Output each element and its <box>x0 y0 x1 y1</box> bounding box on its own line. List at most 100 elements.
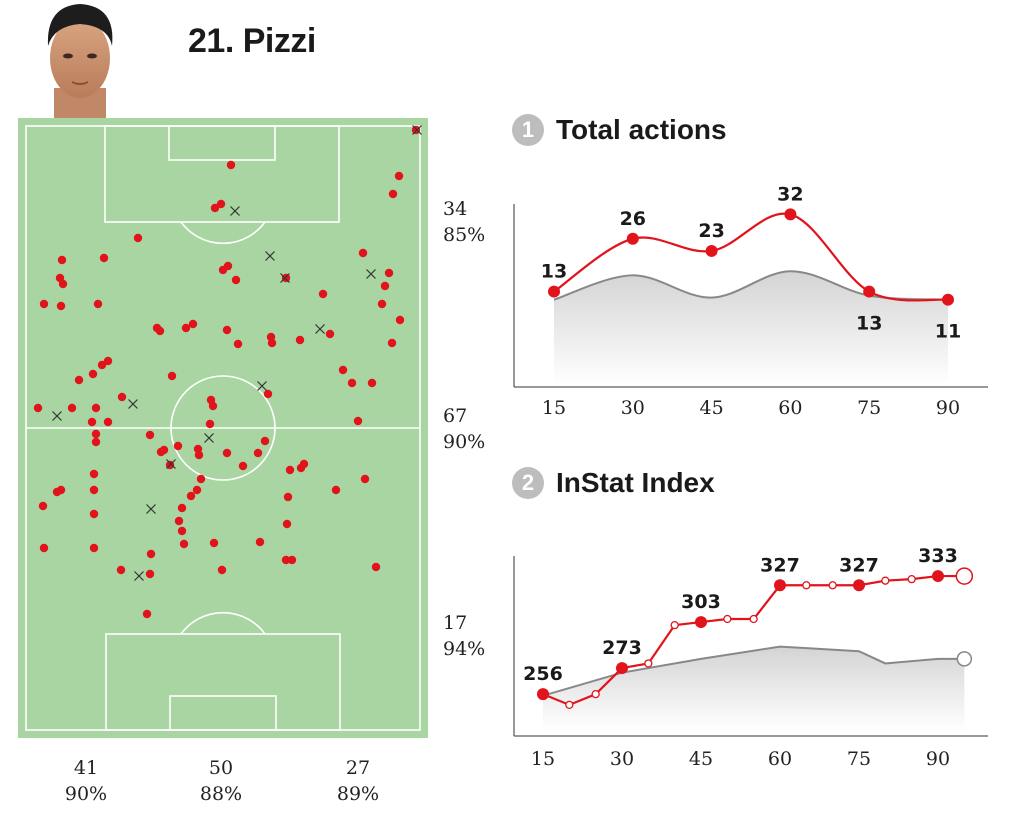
player-minor-point <box>565 700 574 710</box>
failed-action-mark <box>52 411 62 421</box>
zone-count: 67 <box>443 405 468 427</box>
zone-pct: 85% <box>443 224 486 246</box>
success-action-dot <box>156 447 166 457</box>
top-goal-box <box>168 125 276 161</box>
player-point <box>942 293 954 306</box>
x-tick-label: 75 <box>857 397 881 419</box>
data-label: 13 <box>856 313 882 335</box>
failed-actions <box>52 125 422 581</box>
player-point <box>863 285 876 298</box>
average-end-point <box>956 651 973 667</box>
success-action-dot <box>177 503 187 513</box>
success-action-dot <box>99 253 109 263</box>
success-action-dot <box>177 526 187 536</box>
success-action-dot <box>295 335 305 345</box>
success-action-dot <box>394 171 404 181</box>
player-minor-point <box>670 620 679 630</box>
player-point <box>616 662 628 675</box>
success-action-dot <box>233 339 243 349</box>
player-minor-point <box>591 689 600 699</box>
total-actions-chart: 13 26 23 32 13 11 15 30 45 60 75 90 <box>500 160 1000 425</box>
success-action-dot <box>283 492 293 502</box>
success-action-dot <box>353 416 363 426</box>
success-action-dot <box>192 485 202 495</box>
success-action-dot <box>238 461 248 471</box>
success-action-dot <box>296 463 306 473</box>
player-point <box>774 579 786 592</box>
data-label: 11 <box>935 321 961 343</box>
success-action-dot <box>216 199 226 209</box>
data-label: 32 <box>777 183 803 205</box>
success-action-dot <box>384 268 394 278</box>
data-label: 273 <box>602 637 642 659</box>
success-action-dot <box>67 403 77 413</box>
player-point <box>626 232 639 245</box>
zone-stat-top: 34 85% <box>443 196 485 248</box>
success-action-dot <box>347 378 357 388</box>
center-circle <box>170 375 276 481</box>
failed-action-mark <box>265 251 275 261</box>
x-tick-label: 15 <box>542 397 566 419</box>
failed-action-mark <box>412 125 422 135</box>
success-action-dot <box>179 539 189 549</box>
x-tick-label: 45 <box>700 397 724 419</box>
failed-action-mark <box>366 269 376 279</box>
success-action-dot <box>39 299 49 309</box>
zone-count: 34 <box>443 198 468 220</box>
player-point <box>705 244 718 257</box>
failed-action-mark <box>128 399 138 409</box>
success-action-dot <box>371 562 381 572</box>
success-action-dot <box>116 565 126 575</box>
lane-pct: 88% <box>199 783 243 805</box>
player-minor-point <box>802 581 811 590</box>
success-action-dot <box>56 301 66 311</box>
section-instat-index: 2 InStat Index <box>512 467 715 499</box>
zone-stat-middle: 67 90% <box>443 403 485 455</box>
instat-index-chart: 256 273 303 327 327 333 15 30 45 60 75 90 <box>500 530 1000 795</box>
success-action-dot <box>210 203 220 213</box>
success-action-dot <box>194 450 204 460</box>
x-tick-label: 75 <box>847 748 871 770</box>
data-label: 23 <box>698 220 724 242</box>
bottom-penalty-arc <box>180 611 266 635</box>
success-action-dot <box>117 392 127 402</box>
success-action-dot <box>318 289 328 299</box>
success-action-dot <box>367 378 377 388</box>
success-action-dot <box>222 448 232 458</box>
success-action-dot <box>255 537 265 547</box>
player-name: 21. Pizzi <box>188 22 316 60</box>
success-action-dot <box>186 491 196 501</box>
data-label: 13 <box>541 261 567 283</box>
lane-stat-left: 41 90% <box>51 755 121 807</box>
section-number-badge: 1 <box>512 114 544 146</box>
success-action-dot <box>253 448 263 458</box>
failed-action-mark <box>166 459 176 469</box>
zone-stat-bottom: 17 94% <box>443 610 485 662</box>
lane-count: 27 <box>345 757 371 779</box>
lane-stat-right: 27 89% <box>323 755 393 807</box>
success-action-dot <box>167 371 177 381</box>
zone-pct: 94% <box>443 638 486 660</box>
lane-stat-center: 50 88% <box>186 755 256 807</box>
success-action-dot <box>52 487 62 497</box>
player-point <box>537 688 549 701</box>
failed-action-mark <box>257 381 267 391</box>
success-action-dot <box>93 299 103 309</box>
lane-pct: 89% <box>336 783 380 805</box>
failed-action-mark <box>315 324 325 334</box>
success-action-dot <box>58 279 68 289</box>
success-action-dot <box>205 419 215 429</box>
success-action-dot <box>89 509 99 519</box>
success-action-dot <box>181 323 191 333</box>
section-total-actions: 1 Total actions <box>512 114 727 146</box>
player-point <box>784 208 797 221</box>
success-action-dot <box>226 160 236 170</box>
success-action-dot <box>91 429 101 439</box>
success-action-dot <box>217 565 227 575</box>
data-label: 327 <box>839 554 879 576</box>
success-action-dot <box>174 516 184 526</box>
success-action-dot <box>89 485 99 495</box>
lane-pct: 90% <box>64 783 108 805</box>
success-action-dot <box>380 281 390 291</box>
success-action-dot <box>387 338 397 348</box>
